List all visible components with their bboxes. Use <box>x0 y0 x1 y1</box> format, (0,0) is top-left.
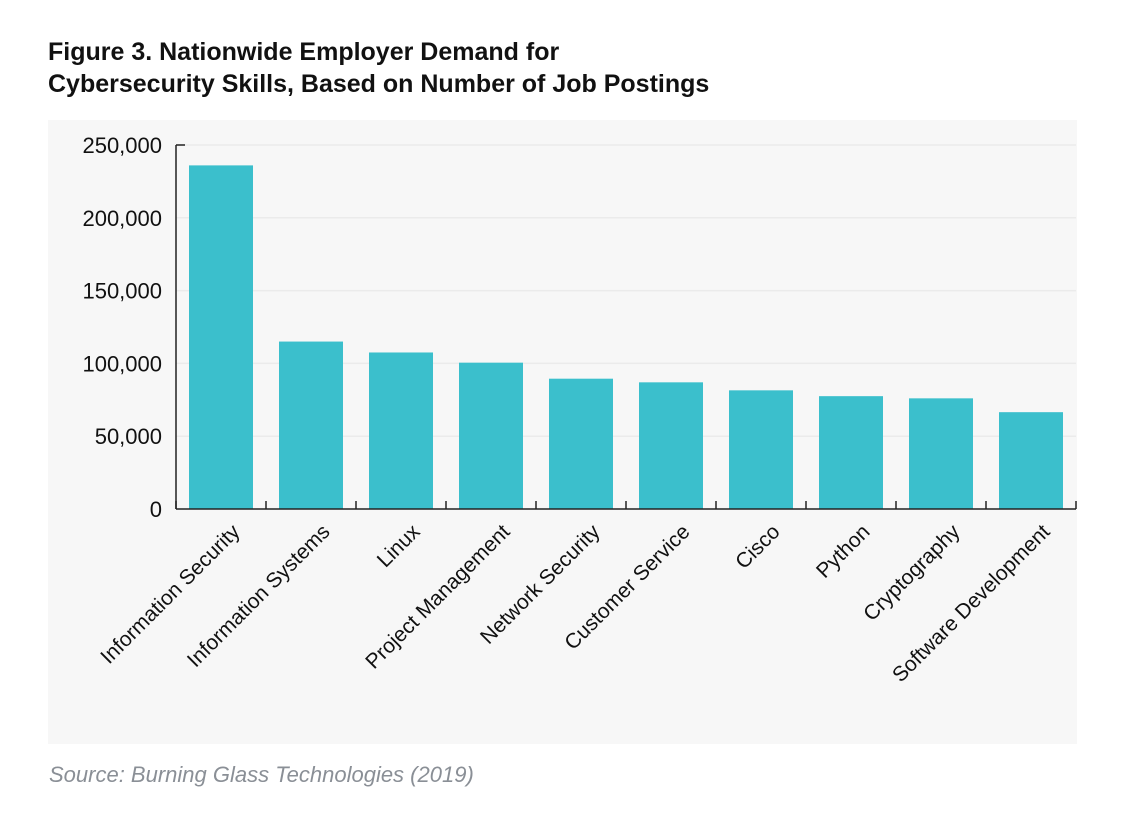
y-tick-label: 150,000 <box>82 279 162 304</box>
x-tick-label: Python <box>812 520 875 583</box>
bar <box>639 382 703 509</box>
y-tick-label: 250,000 <box>82 133 162 158</box>
y-tick-label: 200,000 <box>82 206 162 231</box>
chart-title: Figure 3. Nationwide Employer Demand for… <box>48 36 709 100</box>
bar <box>279 341 343 509</box>
bars <box>189 165 1063 509</box>
chart-title-line-2: Cybersecurity Skills, Based on Number of… <box>48 70 710 98</box>
x-tick-label: Linux <box>373 520 425 572</box>
chart-title-line-1: Figure 3. Nationwide Employer Demand for <box>48 38 560 66</box>
y-tick-label: 50,000 <box>95 424 162 449</box>
source-note: Source: Burning Glass Technologies (2019… <box>49 762 474 787</box>
bar <box>729 390 793 509</box>
bar <box>189 165 253 509</box>
bar <box>549 378 613 509</box>
axes <box>175 144 1077 510</box>
x-tick-label: Software Development <box>888 520 1055 687</box>
bar <box>819 396 883 509</box>
y-tick-label: 0 <box>150 497 162 522</box>
bar <box>909 398 973 509</box>
x-tick-label: Cisco <box>731 520 784 573</box>
y-tick-labels: 0 50,000 100,000 150,000 200,000 250,000 <box>82 133 162 522</box>
bar <box>459 362 523 509</box>
y-tick-label: 100,000 <box>82 351 162 376</box>
bar <box>999 412 1063 509</box>
bar <box>369 352 433 509</box>
